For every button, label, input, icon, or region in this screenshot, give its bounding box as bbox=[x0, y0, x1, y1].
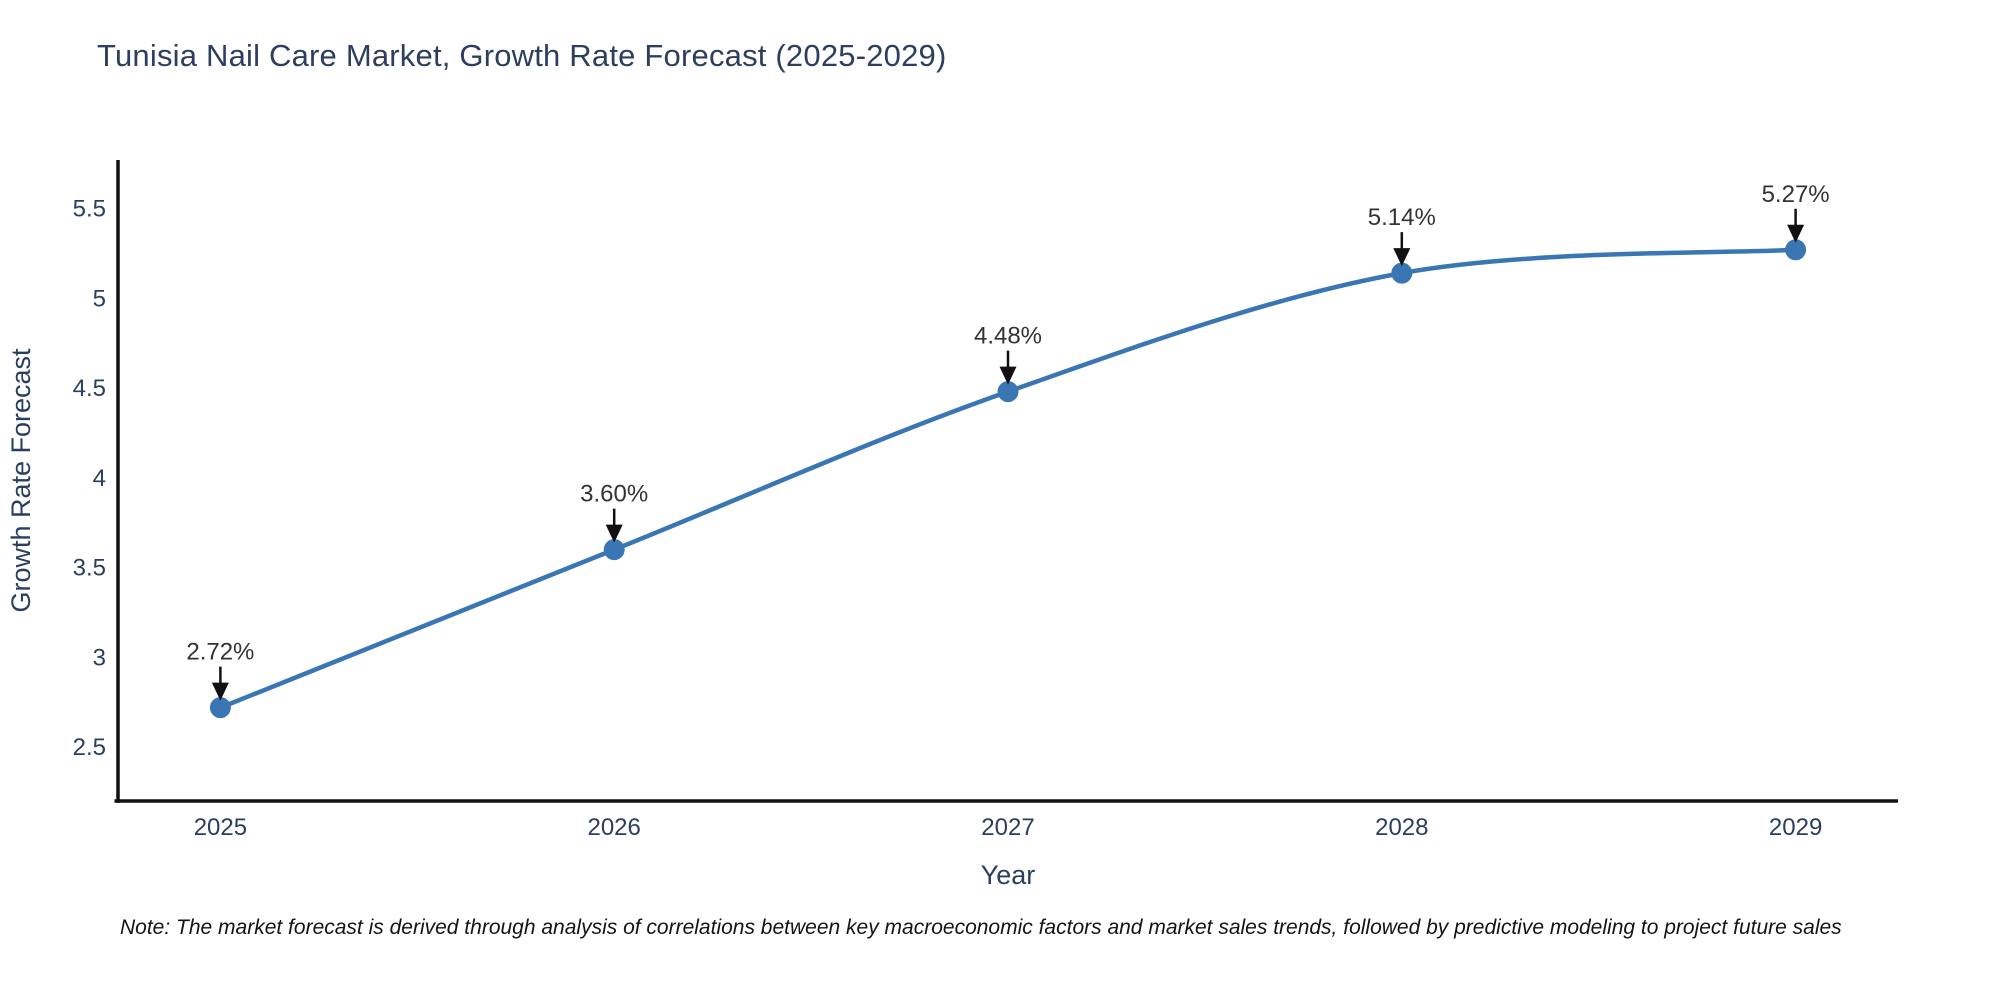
x-tick-label: 2027 bbox=[981, 814, 1034, 841]
x-tick-label: 2028 bbox=[1375, 814, 1428, 841]
y-tick-label: 2.5 bbox=[73, 734, 106, 761]
y-tick-label: 3.5 bbox=[73, 555, 106, 582]
y-tick-label: 4.5 bbox=[73, 375, 106, 402]
annotation-arrowhead-icon bbox=[999, 366, 1017, 385]
chart-title: Tunisia Nail Care Market, Growth Rate Fo… bbox=[97, 38, 947, 73]
y-tick-label: 5 bbox=[93, 285, 106, 312]
data-point-label: 5.14% bbox=[1368, 204, 1436, 231]
x-tick-label: 2029 bbox=[1769, 814, 1822, 841]
data-point-marker bbox=[1391, 262, 1413, 284]
annotation-arrowhead-icon bbox=[211, 682, 229, 701]
data-point-marker bbox=[997, 381, 1019, 403]
data-point-label: 4.48% bbox=[974, 323, 1042, 350]
y-axis-title: Growth Rate Forecast bbox=[6, 348, 36, 613]
data-point-marker bbox=[1785, 239, 1807, 261]
data-point-label: 2.72% bbox=[186, 639, 254, 666]
annotation-arrowhead-icon bbox=[1393, 248, 1411, 267]
x-tick-label: 2025 bbox=[194, 814, 247, 841]
annotation-arrowhead-icon bbox=[1787, 224, 1805, 243]
y-tick-label: 4 bbox=[93, 465, 106, 492]
y-tick-label: 3 bbox=[93, 644, 106, 671]
y-tick-label: 5.5 bbox=[73, 195, 106, 222]
trend-line bbox=[218, 247, 1798, 710]
annotation-arrowhead-icon bbox=[605, 524, 623, 543]
data-point-label: 5.27% bbox=[1762, 181, 1830, 208]
x-axis-title: Year bbox=[981, 860, 1036, 890]
data-point-marker bbox=[603, 539, 625, 561]
data-point-marker bbox=[209, 697, 231, 719]
footnote: Note: The market forecast is derived thr… bbox=[120, 916, 1842, 939]
data-point-label: 3.60% bbox=[580, 481, 648, 508]
x-tick-label: 2026 bbox=[587, 814, 640, 841]
